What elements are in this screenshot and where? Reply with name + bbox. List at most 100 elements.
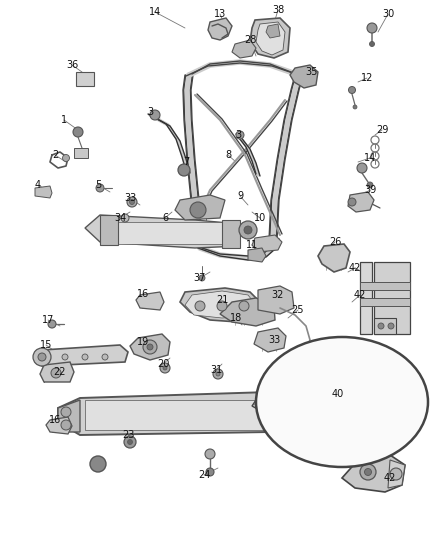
Circle shape <box>297 403 307 413</box>
Polygon shape <box>252 235 282 252</box>
Circle shape <box>274 406 282 414</box>
Text: 23: 23 <box>122 430 134 440</box>
Circle shape <box>294 404 302 412</box>
Circle shape <box>332 391 344 403</box>
Circle shape <box>96 184 104 192</box>
Circle shape <box>121 214 129 222</box>
Circle shape <box>163 366 167 370</box>
Circle shape <box>271 393 285 407</box>
Circle shape <box>367 23 377 33</box>
Polygon shape <box>252 378 360 420</box>
Polygon shape <box>270 392 310 432</box>
Text: 14: 14 <box>364 153 376 163</box>
Circle shape <box>217 301 227 311</box>
Circle shape <box>124 436 136 448</box>
Bar <box>85 400 285 430</box>
Text: 7: 7 <box>183 157 189 167</box>
Text: 18: 18 <box>230 313 242 323</box>
Circle shape <box>349 86 356 93</box>
Polygon shape <box>348 382 378 406</box>
Circle shape <box>178 164 190 176</box>
Circle shape <box>90 456 106 472</box>
Circle shape <box>236 131 244 139</box>
Text: 21: 21 <box>216 295 228 305</box>
Text: 33: 33 <box>124 193 136 203</box>
Polygon shape <box>258 286 294 314</box>
Text: 42: 42 <box>354 290 366 300</box>
Polygon shape <box>342 455 405 492</box>
Polygon shape <box>175 195 225 220</box>
Polygon shape <box>256 22 285 55</box>
Text: 10: 10 <box>254 213 266 223</box>
Text: 24: 24 <box>198 470 210 480</box>
Text: 12: 12 <box>361 73 373 83</box>
Circle shape <box>130 199 134 205</box>
Text: 31: 31 <box>210 365 222 375</box>
Circle shape <box>63 155 70 161</box>
Polygon shape <box>220 298 275 326</box>
Circle shape <box>143 340 157 354</box>
Circle shape <box>244 226 252 234</box>
Circle shape <box>284 392 296 404</box>
Polygon shape <box>40 362 74 382</box>
Text: 13: 13 <box>214 9 226 19</box>
Circle shape <box>364 469 371 475</box>
Text: 20: 20 <box>157 359 169 369</box>
Text: 16: 16 <box>137 289 149 299</box>
Polygon shape <box>388 460 405 488</box>
Circle shape <box>48 320 56 328</box>
Polygon shape <box>348 192 374 212</box>
Bar <box>360 282 410 290</box>
Polygon shape <box>222 220 240 248</box>
Polygon shape <box>35 345 128 366</box>
Circle shape <box>291 390 305 404</box>
Circle shape <box>73 127 83 137</box>
Circle shape <box>205 449 215 459</box>
Ellipse shape <box>256 337 428 467</box>
Bar <box>105 222 231 244</box>
Polygon shape <box>254 328 286 352</box>
Text: 34: 34 <box>114 213 126 223</box>
Polygon shape <box>136 292 164 310</box>
Circle shape <box>199 275 205 281</box>
Text: 5: 5 <box>95 180 101 190</box>
Text: 39: 39 <box>364 185 376 195</box>
Text: 33: 33 <box>268 335 280 345</box>
Text: 28: 28 <box>244 35 256 45</box>
Text: 11: 11 <box>246 240 258 250</box>
Text: 22: 22 <box>54 367 66 377</box>
Circle shape <box>239 221 257 239</box>
Circle shape <box>127 440 133 445</box>
Polygon shape <box>130 334 170 360</box>
Polygon shape <box>58 400 80 432</box>
Circle shape <box>360 464 376 480</box>
Text: 3: 3 <box>235 130 241 140</box>
Bar <box>374 262 410 334</box>
Polygon shape <box>248 248 266 262</box>
Circle shape <box>206 468 214 476</box>
Bar <box>74 148 88 158</box>
Circle shape <box>284 422 296 434</box>
Bar <box>360 262 372 334</box>
Polygon shape <box>232 40 256 58</box>
Circle shape <box>388 323 394 329</box>
Circle shape <box>150 110 160 120</box>
Circle shape <box>297 415 307 425</box>
Circle shape <box>314 403 322 411</box>
Polygon shape <box>58 392 296 435</box>
Text: 17: 17 <box>42 315 54 325</box>
Polygon shape <box>85 215 240 248</box>
Circle shape <box>147 344 153 350</box>
Circle shape <box>190 202 206 218</box>
Text: 29: 29 <box>376 125 388 135</box>
Text: 25: 25 <box>292 305 304 315</box>
Circle shape <box>367 182 373 188</box>
Bar <box>360 298 410 306</box>
Polygon shape <box>290 65 318 88</box>
Text: 2: 2 <box>52 150 58 160</box>
Circle shape <box>378 323 384 329</box>
Text: 26: 26 <box>329 237 341 247</box>
Circle shape <box>390 468 402 480</box>
Text: 6: 6 <box>162 213 168 223</box>
Circle shape <box>195 301 205 311</box>
